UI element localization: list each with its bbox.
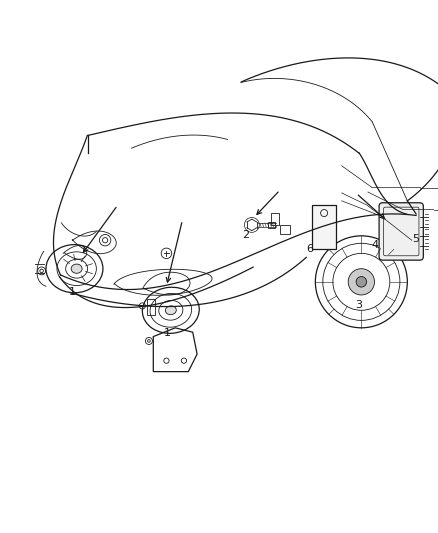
Ellipse shape <box>166 306 176 314</box>
Bar <box>280 225 290 233</box>
Text: 6: 6 <box>307 244 314 254</box>
Text: 2: 2 <box>242 230 249 240</box>
FancyBboxPatch shape <box>379 203 423 260</box>
Circle shape <box>356 277 367 287</box>
Bar <box>147 300 155 314</box>
Text: 1: 1 <box>69 287 76 296</box>
Text: 5: 5 <box>412 234 419 244</box>
Text: 4: 4 <box>371 240 378 250</box>
Text: 3: 3 <box>356 300 363 310</box>
Bar <box>312 205 336 249</box>
Bar <box>271 213 279 225</box>
Circle shape <box>348 269 374 295</box>
Ellipse shape <box>71 264 82 273</box>
Bar <box>268 222 275 228</box>
Text: 1: 1 <box>164 328 171 338</box>
